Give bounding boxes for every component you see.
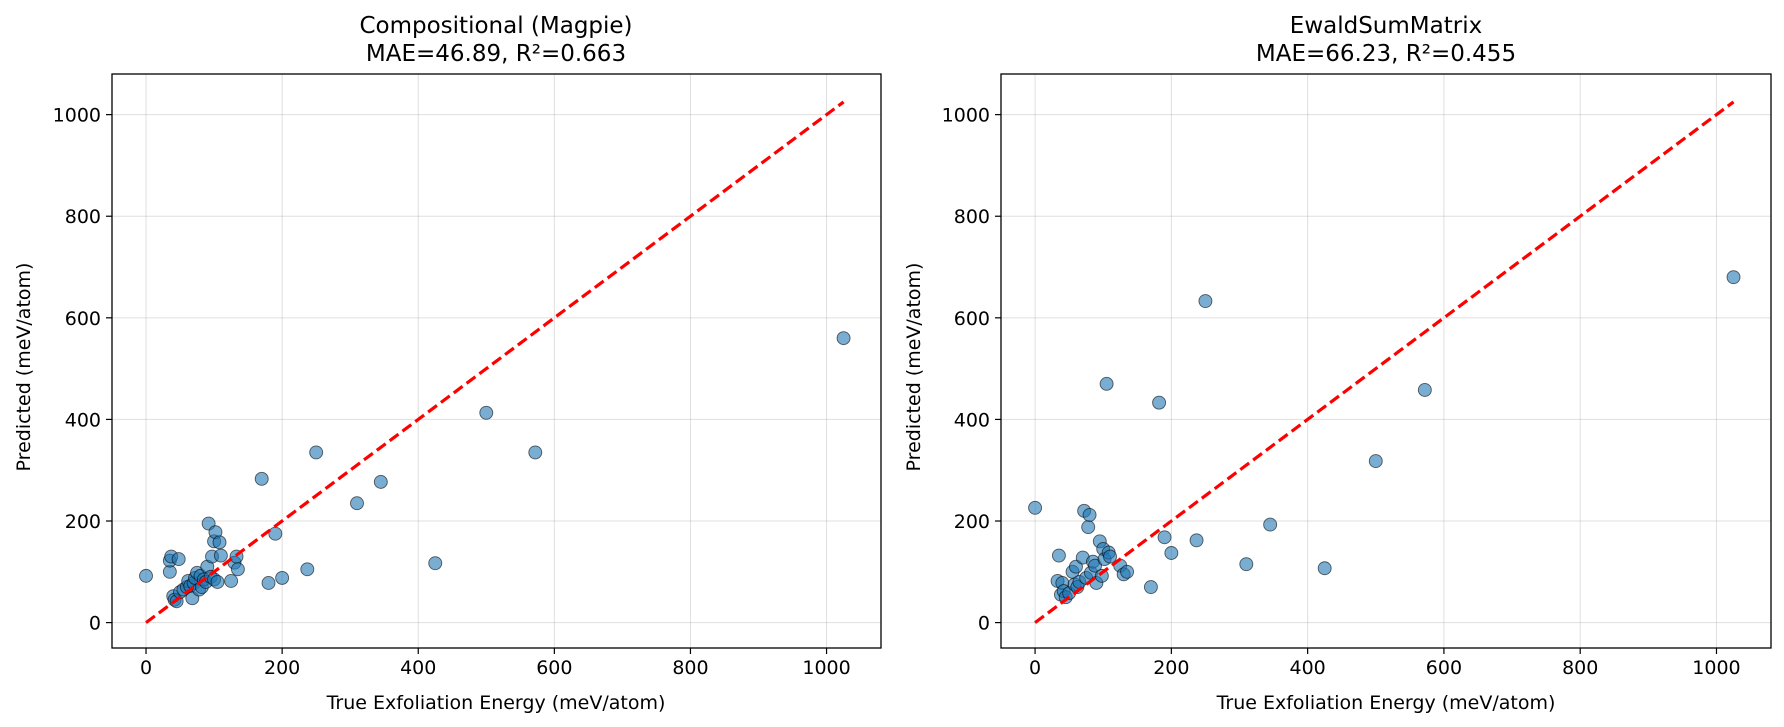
scatter-point <box>1263 517 1278 532</box>
left-scatter-panel: Compositional (Magpie) MAE=46.89, R²=0.6… <box>13 13 882 714</box>
scatter-point <box>350 496 364 511</box>
scatter-point <box>275 570 290 585</box>
x-tick-label: 400 <box>400 657 436 679</box>
scatter-point <box>224 573 239 588</box>
y-tick-label: 400 <box>65 409 101 431</box>
x-tick-label: 400 <box>1290 657 1326 679</box>
x-axis-label: True Exfoliation Energy (meV/atom) <box>326 692 666 714</box>
x-tick-label: 800 <box>672 657 708 679</box>
scatter-point <box>1088 558 1102 573</box>
chart-title-line1: EwaldSumMatrix <box>1290 13 1482 39</box>
scatter-point <box>1157 530 1172 545</box>
right-scatter-panel: EwaldSumMatrix MAE=66.23, R²=0.455 True … <box>903 13 1772 714</box>
plot-frame <box>1000 73 1772 649</box>
scatter-point <box>254 471 269 486</box>
scatter-point <box>1028 500 1043 515</box>
x-tick-label: 200 <box>264 657 300 679</box>
scatter-point <box>1417 383 1432 397</box>
y-tick-label: 600 <box>65 308 101 330</box>
scatter-point <box>428 556 443 571</box>
y-tick-label: 200 <box>954 511 990 533</box>
scatter-point <box>1368 454 1383 469</box>
y-tick-label: 1000 <box>53 105 101 127</box>
scatter-point <box>1099 376 1114 391</box>
scatter-point <box>171 552 186 567</box>
scatter-point <box>261 576 276 590</box>
scatter-point <box>373 474 388 489</box>
y-tick-label: 400 <box>954 409 990 431</box>
y-tick-label: 600 <box>954 308 990 330</box>
scatter-point <box>1120 564 1135 579</box>
scatter-point <box>230 562 245 577</box>
y-axis-label: Predicted (meV/atom) <box>13 263 35 472</box>
identity-reference-line <box>1034 100 1735 624</box>
x-tick-label: 0 <box>140 657 152 679</box>
scatter-point <box>528 445 543 460</box>
y-axis-label: Predicted (meV/atom) <box>903 263 925 472</box>
scatter-point <box>300 562 315 577</box>
scatter-point <box>1082 507 1097 522</box>
chart-title-line2: MAE=46.89, R²=0.663 <box>366 41 626 67</box>
scatter-point <box>1189 533 1204 548</box>
x-tick-label: 1000 <box>1692 657 1740 679</box>
x-tick-label: 600 <box>536 657 572 679</box>
x-tick-label: 0 <box>1029 657 1041 679</box>
x-tick-label: 200 <box>1153 657 1189 679</box>
y-tick-label: 800 <box>65 206 101 228</box>
scatter-point <box>1051 548 1066 563</box>
y-tick-label: 200 <box>65 511 101 533</box>
scatter-point <box>1726 270 1741 285</box>
scatter-point <box>1164 546 1179 560</box>
x-axis-label: True Exfoliation Energy (meV/atom) <box>1216 692 1556 714</box>
y-tick-label: 0 <box>978 613 990 635</box>
identity-reference-line <box>145 100 845 624</box>
scatter-point <box>1317 561 1332 576</box>
scatter-point <box>836 331 851 346</box>
scatter-point <box>268 526 283 541</box>
scatter-point <box>139 568 153 583</box>
scatter-point <box>1094 568 1109 583</box>
chart-title-line2: MAE=66.23, R²=0.455 <box>1256 41 1516 67</box>
scatter-point <box>1152 395 1167 410</box>
y-tick-label: 800 <box>954 206 990 228</box>
chart-title-line1: Compositional (Magpie) <box>359 13 632 39</box>
y-tick-label: 1000 <box>942 105 990 127</box>
scatter-point <box>212 535 227 550</box>
scatter-point <box>1198 294 1213 309</box>
scatter-point <box>1143 580 1158 594</box>
scatter-point <box>1081 520 1096 535</box>
x-tick-label: 600 <box>1426 657 1462 679</box>
scatter-point <box>213 548 228 563</box>
scatter-point <box>210 575 225 589</box>
plot-frame <box>111 73 882 649</box>
scatter-point <box>479 405 494 420</box>
scatter-point <box>1103 549 1117 564</box>
x-tick-label: 1000 <box>802 657 850 679</box>
y-tick-label: 0 <box>89 613 101 635</box>
scatter-point <box>309 445 324 460</box>
scatter-point <box>1239 557 1254 572</box>
x-tick-label: 800 <box>1562 657 1598 679</box>
